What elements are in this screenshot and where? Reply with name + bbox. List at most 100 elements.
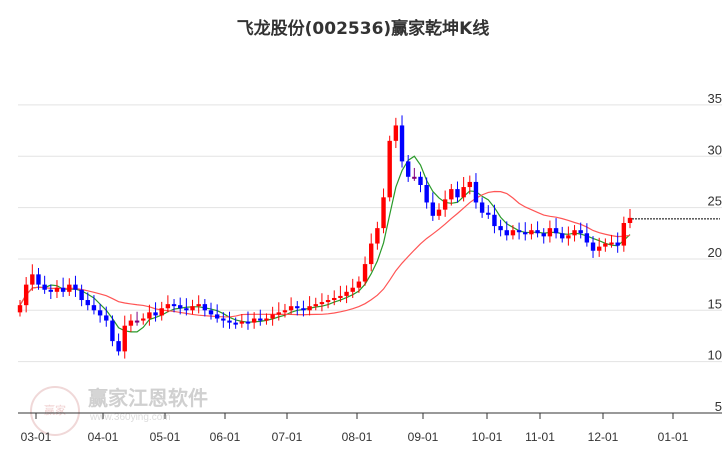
candle-body (430, 202, 436, 216)
candle-body (479, 202, 485, 213)
candle-body (418, 176, 423, 186)
candle-body (424, 185, 429, 203)
candle-body (245, 321, 251, 324)
y-tick-label: 5 (715, 399, 722, 414)
candle-body (596, 246, 602, 251)
candle-body (387, 140, 392, 198)
ma-line-20 (19, 190, 631, 318)
candle-body (356, 281, 362, 288)
candle-body (85, 300, 90, 306)
y-tick-label: 25 (708, 194, 722, 209)
candle-body (295, 306, 300, 309)
candle-body (184, 308, 189, 311)
candle-body (30, 274, 35, 285)
candle-body (338, 295, 343, 298)
watermark-text: 赢家江恩软件 (88, 386, 208, 410)
x-tick-label: 10-01 (472, 430, 503, 444)
candle-body (405, 161, 411, 177)
candle-body (455, 189, 460, 198)
candle-body (264, 318, 269, 321)
y-tick-label: 15 (708, 296, 722, 311)
candle-body (270, 314, 275, 319)
candle-body (375, 228, 380, 244)
candle-body (202, 304, 208, 311)
y-tick-label: 35 (708, 91, 722, 106)
candle-body (578, 230, 583, 234)
candle-body (498, 226, 503, 231)
candle-body (350, 287, 355, 292)
candle-body (344, 291, 349, 296)
candle-body (535, 230, 540, 234)
candle-body (73, 284, 78, 290)
candle-body (523, 232, 528, 235)
candle-body (529, 230, 534, 235)
candle-body (208, 310, 214, 315)
candle-body (147, 312, 152, 319)
x-tick-label: 12-01 (588, 430, 619, 444)
candle-body (492, 214, 497, 227)
candle-body (325, 300, 331, 303)
candle-body (233, 322, 238, 325)
candle-body (276, 312, 281, 315)
candle-body (67, 284, 72, 292)
candle-body (165, 304, 171, 309)
x-tick-label: 07-01 (272, 430, 303, 444)
candle-body (301, 308, 306, 311)
candle-body (122, 325, 127, 352)
y-tick-label: 10 (708, 348, 722, 363)
candle-body (615, 242, 620, 246)
candle-body (288, 306, 294, 311)
candle-body (609, 242, 614, 245)
candle-body (171, 304, 177, 307)
candle-body (473, 181, 479, 203)
candle-body (393, 125, 399, 141)
x-tick-label: 06-01 (210, 430, 241, 444)
candle-body (566, 235, 571, 239)
candle-body (221, 318, 226, 321)
candle-body (560, 233, 565, 239)
candle-body (128, 320, 134, 326)
candle-body (467, 181, 472, 188)
y-tick-label: 30 (708, 142, 722, 157)
candle-body (504, 230, 509, 236)
x-tick-label: 05-01 (150, 430, 181, 444)
candle-body (510, 230, 516, 236)
candle-body (153, 312, 158, 316)
candle-body (436, 209, 442, 216)
candle-body (23, 284, 29, 306)
candle-body (48, 289, 54, 292)
x-tick-label: 01-01 (658, 430, 689, 444)
candle-body (449, 189, 454, 200)
candle-body (541, 233, 546, 237)
candle-body (227, 320, 232, 323)
candle-body (159, 308, 164, 316)
candle-body (313, 304, 318, 307)
candle-body (319, 302, 325, 305)
candle-body (621, 223, 627, 246)
candle-body (442, 199, 448, 210)
candle-body (104, 315, 109, 321)
candle-body (190, 306, 195, 311)
candle-body (91, 305, 97, 311)
candle-body (584, 233, 590, 243)
x-tick-label: 09-01 (408, 430, 439, 444)
watermark-seal: 赢家 (30, 386, 80, 436)
candle-body (258, 318, 263, 321)
candle-body (590, 242, 596, 251)
x-tick-label: 11-01 (525, 430, 555, 444)
y-tick-label: 20 (708, 245, 722, 260)
candle-body (603, 243, 608, 247)
x-tick-label: 08-01 (342, 430, 373, 444)
candle-body (178, 305, 183, 309)
candle-body (239, 321, 245, 324)
candle-body (116, 341, 121, 352)
candle-body (332, 297, 337, 301)
candle-body (381, 197, 386, 229)
candle-body (110, 320, 115, 342)
candle-body (627, 217, 633, 224)
watermark-url: www.360ying.com (90, 412, 171, 423)
candle-body (516, 230, 522, 233)
chart-title: 飞龙股份(002536)赢家乾坤K线 (236, 19, 490, 39)
